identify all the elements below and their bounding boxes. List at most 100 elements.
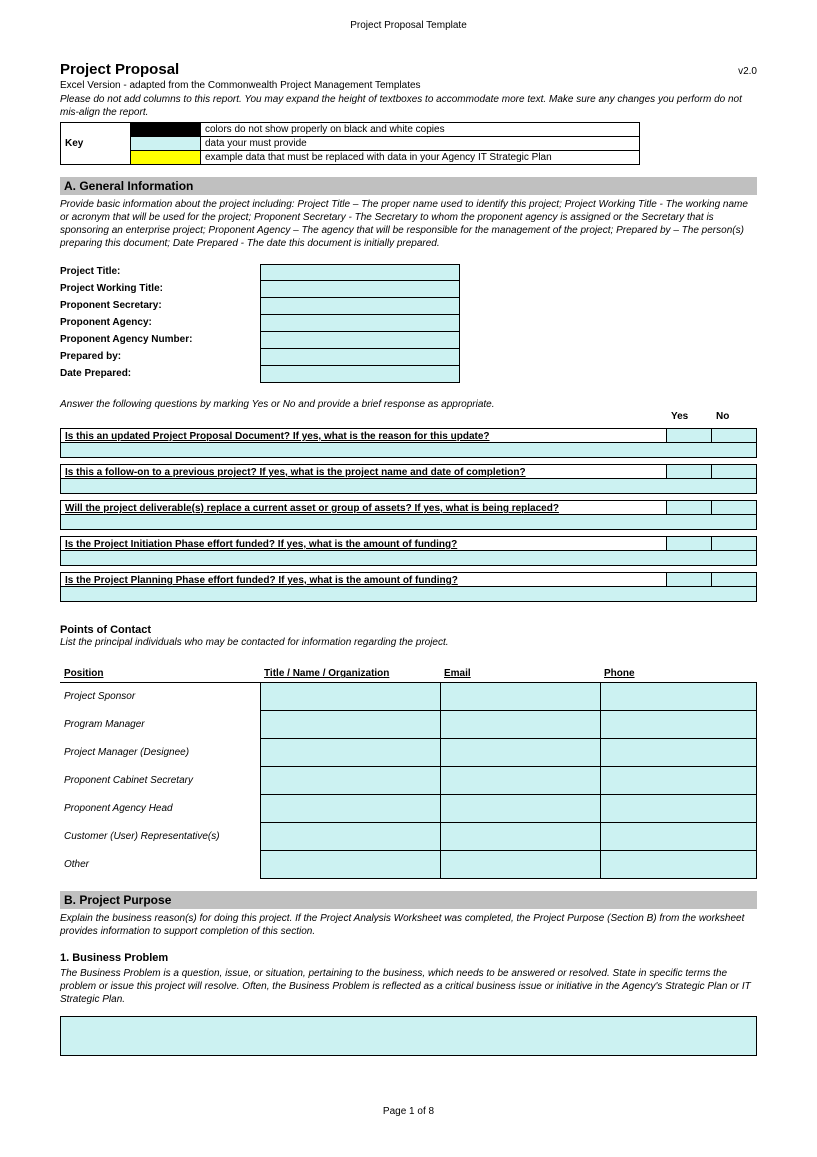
- field-label: Proponent Secretary:: [60, 298, 260, 315]
- key-swatch-2: [131, 151, 201, 165]
- poc-input[interactable]: [600, 766, 757, 794]
- date-prepared-input[interactable]: [260, 366, 460, 383]
- field-label: Proponent Agency Number:: [60, 332, 260, 349]
- key-text-1: data your must provide: [201, 137, 640, 151]
- field-label: Prepared by:: [60, 349, 260, 366]
- proponent-agency-number-input[interactable]: [260, 332, 460, 349]
- poc-input[interactable]: [440, 794, 600, 822]
- poc-input[interactable]: [440, 766, 600, 794]
- qa-header: Yes No: [60, 411, 757, 422]
- poc-position: Customer (User) Representative(s): [60, 822, 260, 850]
- qa-no-cell[interactable]: [712, 500, 757, 515]
- qa-row-4: Is the Project Planning Phase effort fun…: [60, 572, 757, 602]
- qa-row-1: Is this a follow-on to a previous projec…: [60, 464, 757, 494]
- poc-position: Other: [60, 850, 260, 878]
- poc-col-title: Title / Name / Organization: [260, 666, 440, 682]
- qa-answer-input[interactable]: [60, 479, 757, 494]
- section-a-header: A. General Information: [60, 177, 757, 195]
- poc-input[interactable]: [600, 794, 757, 822]
- page-footer: Page 1 of 8: [60, 1106, 757, 1117]
- section-a-desc: Provide basic information about the proj…: [60, 198, 757, 250]
- poc-position: Project Manager (Designee): [60, 738, 260, 766]
- field-label: Date Prepared:: [60, 366, 260, 383]
- poc-input[interactable]: [260, 766, 440, 794]
- qa-answer-input[interactable]: [60, 515, 757, 530]
- poc-input[interactable]: [260, 738, 440, 766]
- qa-question: Is this a follow-on to a previous projec…: [60, 464, 667, 479]
- qa-answer-input[interactable]: [60, 443, 757, 458]
- poc-position: Project Sponsor: [60, 682, 260, 710]
- poc-input[interactable]: [260, 682, 440, 710]
- qa-no-cell[interactable]: [712, 428, 757, 443]
- qa-question: Will the project deliverable(s) replace …: [60, 500, 667, 515]
- proponent-secretary-input[interactable]: [260, 298, 460, 315]
- poc-input[interactable]: [440, 850, 600, 878]
- qa-answer-input[interactable]: [60, 587, 757, 602]
- key-text-2: example data that must be replaced with …: [201, 151, 640, 165]
- qa-row-3: Is the Project Initiation Phase effort f…: [60, 536, 757, 566]
- poc-input[interactable]: [600, 850, 757, 878]
- section-b-header: B. Project Purpose: [60, 891, 757, 909]
- poc-input[interactable]: [260, 710, 440, 738]
- poc-table: Position Title / Name / Organization Ema…: [60, 666, 757, 879]
- qa-intro: Answer the following questions by markin…: [60, 399, 757, 410]
- yes-header: Yes: [667, 411, 712, 422]
- no-header: No: [712, 411, 757, 422]
- poc-col-phone: Phone: [600, 666, 757, 682]
- business-problem-desc: The Business Problem is a question, issu…: [60, 967, 757, 1006]
- section-b-desc: Explain the business reason(s) for doing…: [60, 912, 757, 938]
- key-table: Key colors do not show properly on black…: [60, 122, 640, 165]
- business-problem-input[interactable]: [60, 1016, 757, 1056]
- poc-title: Points of Contact: [60, 624, 757, 636]
- doc-header: Project Proposal Template: [60, 20, 757, 31]
- qa-yes-cell[interactable]: [667, 536, 712, 551]
- subtitle: Excel Version - adapted from the Commonw…: [60, 80, 757, 91]
- key-label: Key: [61, 123, 131, 165]
- poc-desc: List the principal individuals who may b…: [60, 637, 757, 648]
- poc-col-email: Email: [440, 666, 600, 682]
- key-swatch-0: [131, 123, 201, 137]
- qa-row-0: Is this an updated Project Proposal Docu…: [60, 428, 757, 458]
- field-label: Project Title:: [60, 264, 260, 281]
- field-label: Proponent Agency:: [60, 315, 260, 332]
- poc-input[interactable]: [440, 710, 600, 738]
- poc-input[interactable]: [440, 682, 600, 710]
- qa-yes-cell[interactable]: [667, 500, 712, 515]
- qa-row-2: Will the project deliverable(s) replace …: [60, 500, 757, 530]
- qa-question: Is the Project Planning Phase effort fun…: [60, 572, 667, 587]
- poc-input[interactable]: [600, 682, 757, 710]
- poc-position: Program Manager: [60, 710, 260, 738]
- qa-yes-cell[interactable]: [667, 428, 712, 443]
- project-title-input[interactable]: [260, 264, 460, 281]
- qa-no-cell[interactable]: [712, 572, 757, 587]
- title-row: Project Proposal v2.0: [60, 61, 757, 78]
- poc-col-position: Position: [60, 666, 260, 682]
- poc-input[interactable]: [440, 822, 600, 850]
- version-label: v2.0: [738, 66, 757, 77]
- poc-input[interactable]: [600, 710, 757, 738]
- key-text-0: colors do not show properly on black and…: [201, 123, 640, 137]
- poc-input[interactable]: [600, 738, 757, 766]
- field-label: Project Working Title:: [60, 281, 260, 298]
- poc-input[interactable]: [260, 850, 440, 878]
- poc-input[interactable]: [260, 822, 440, 850]
- project-working-title-input[interactable]: [260, 281, 460, 298]
- qa-yes-cell[interactable]: [667, 572, 712, 587]
- prepared-by-input[interactable]: [260, 349, 460, 366]
- poc-input[interactable]: [260, 794, 440, 822]
- qa-answer-input[interactable]: [60, 551, 757, 566]
- qa-no-cell[interactable]: [712, 464, 757, 479]
- key-swatch-1: [131, 137, 201, 151]
- poc-position: Proponent Cabinet Secretary: [60, 766, 260, 794]
- document-page: Project Proposal Template Project Propos…: [0, 0, 817, 1157]
- qa-no-cell[interactable]: [712, 536, 757, 551]
- poc-input[interactable]: [440, 738, 600, 766]
- qa-question: Is the Project Initiation Phase effort f…: [60, 536, 667, 551]
- poc-input[interactable]: [600, 822, 757, 850]
- poc-position: Proponent Agency Head: [60, 794, 260, 822]
- qa-question: Is this an updated Project Proposal Docu…: [60, 428, 667, 443]
- qa-yes-cell[interactable]: [667, 464, 712, 479]
- proponent-agency-input[interactable]: [260, 315, 460, 332]
- business-problem-title: 1. Business Problem: [60, 952, 757, 964]
- general-fields: Project Title: Project Working Title: Pr…: [60, 264, 757, 383]
